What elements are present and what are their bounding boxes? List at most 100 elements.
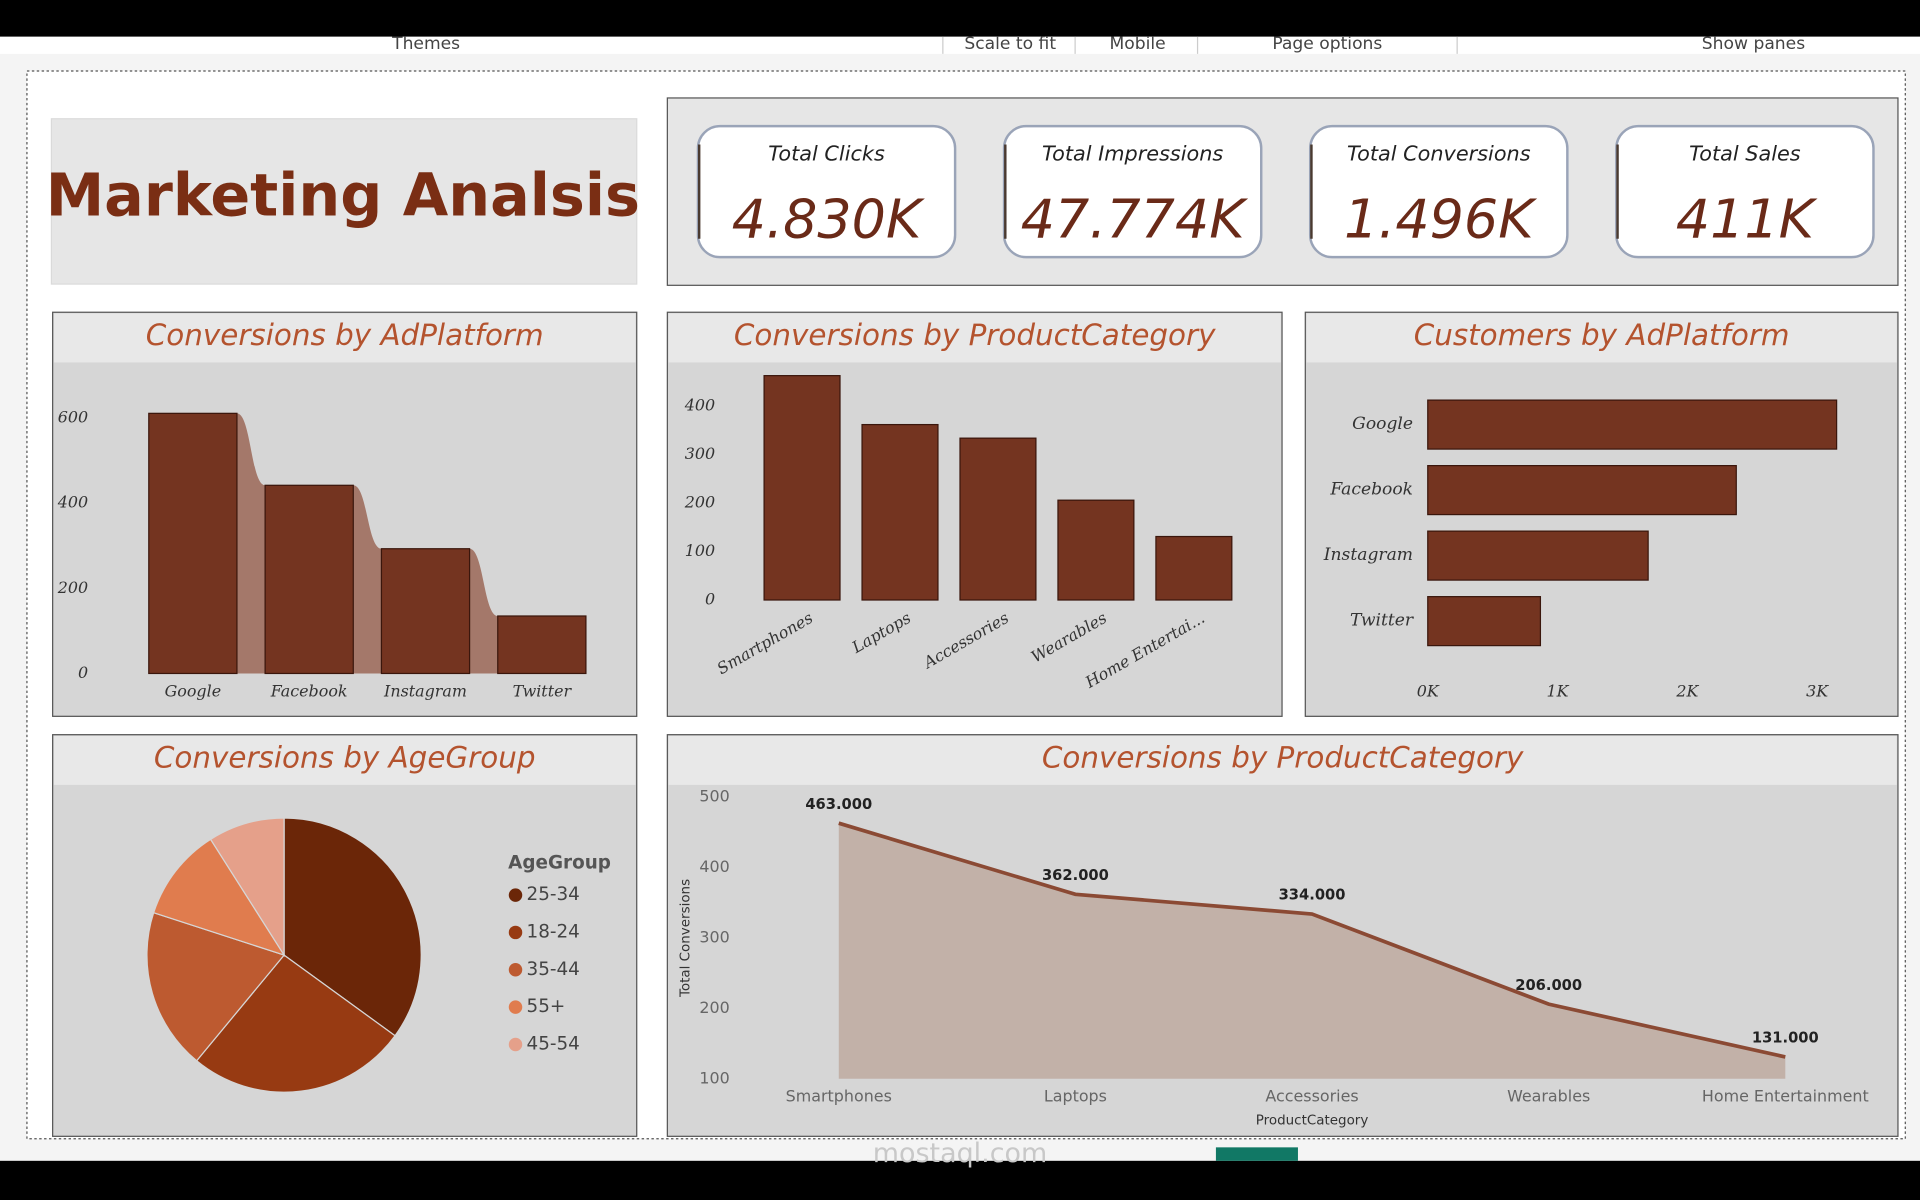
bar <box>380 548 471 675</box>
toolbar-item: Themes <box>391 34 460 54</box>
legend-swatch <box>508 1037 523 1052</box>
dashboard-title: Marketing Analsis <box>46 161 640 230</box>
y-tick-label: 100 <box>699 1068 729 1087</box>
y-tick-label: 200 <box>684 493 715 512</box>
y-tick-label: 0 <box>705 590 715 609</box>
chart-header <box>53 735 636 785</box>
legend-title: AgeGroup <box>508 852 611 873</box>
x-tick-label: Wearables <box>1507 1087 1590 1106</box>
chart-header <box>668 313 1281 363</box>
x-tick-label: Home Entertainment <box>1702 1087 1869 1106</box>
x-tick-label: 0K <box>1417 681 1440 700</box>
ribbon <box>353 485 382 674</box>
chart-header <box>668 735 1897 785</box>
y-tick-label: 400 <box>57 493 88 512</box>
toolbar-item: Page options <box>1272 34 1382 54</box>
kpi-label: Total Clicks <box>768 141 885 165</box>
bar <box>1155 535 1233 601</box>
legend-label: 45-54 <box>527 1033 580 1054</box>
toolbar-item: Show panes <box>1702 34 1805 54</box>
y-tick-label: 100 <box>685 541 715 560</box>
legend-label: 25-34 <box>527 884 580 905</box>
toolbar-item: Mobile <box>1109 34 1165 54</box>
y-tick-label: 500 <box>699 787 729 806</box>
x-tick-label: Instagram <box>383 681 467 700</box>
title-card <box>50 118 638 285</box>
kpi-value: 411K <box>1676 187 1818 250</box>
kpi-label: Total Impressions <box>1042 141 1223 165</box>
area-fill <box>838 823 1786 1079</box>
bar <box>1057 499 1135 601</box>
legend-swatch <box>508 888 523 902</box>
x-tick-label: Smartphones <box>786 1087 892 1106</box>
data-label: 131.000 <box>1752 1030 1819 1047</box>
bar <box>264 484 354 675</box>
chart-header <box>53 313 636 363</box>
pie-slice <box>152 838 286 957</box>
y-tick-label: Facebook <box>1329 480 1413 500</box>
legend-label: 18-24 <box>527 921 580 942</box>
x-tick-label: Laptops <box>1044 1087 1107 1106</box>
legend-swatch <box>508 1000 523 1014</box>
bar <box>1427 596 1542 647</box>
y-tick-label: 0 <box>78 663 88 682</box>
status-tab <box>1215 1147 1298 1161</box>
watermark: mostaql.com <box>873 1138 1047 1169</box>
pie-slice <box>195 954 396 1093</box>
bar <box>763 375 841 601</box>
y-axis-title: Total Conversions <box>679 879 694 998</box>
y-tick-label: Instagram <box>1323 545 1413 565</box>
legend-swatch <box>508 963 523 977</box>
ribbon <box>469 548 498 674</box>
data-label: 206.000 <box>1515 977 1582 994</box>
y-tick-label: 200 <box>699 998 729 1017</box>
bar <box>1427 465 1737 516</box>
x-tick-label: Google <box>165 681 222 700</box>
x-tick-label: 2K <box>1675 681 1699 700</box>
y-tick-label: 200 <box>57 578 88 597</box>
x-tick-label: Twitter <box>513 681 573 700</box>
kpi-label: Total Conversions <box>1347 141 1531 165</box>
kpi-label: Total Sales <box>1689 141 1801 165</box>
legend-label: 55+ <box>527 996 566 1017</box>
data-label: 463.000 <box>805 796 872 813</box>
chart-title: Conversions by AgeGroup <box>154 741 536 775</box>
kpi-value: 1.496K <box>1344 187 1537 250</box>
bar <box>1427 399 1838 450</box>
chart-title: Conversions by AdPlatform <box>146 318 544 352</box>
bar <box>148 412 238 675</box>
pie-slice <box>209 817 285 958</box>
toolbar <box>0 36 1920 54</box>
chart-title: Conversions by ProductCategory <box>734 318 1216 352</box>
y-tick-label: Twitter <box>1350 611 1415 631</box>
toolbar-item: Scale to fit <box>964 34 1056 54</box>
y-tick-label: 400 <box>699 857 729 876</box>
kpi-value: 47.774K <box>1021 187 1248 250</box>
legend-label: 35-44 <box>527 959 580 980</box>
area-line <box>838 821 1786 1059</box>
chart-title: Customers by AdPlatform <box>1414 318 1790 352</box>
y-tick-label: 600 <box>58 408 88 427</box>
x-tick-label: 3K <box>1806 681 1829 700</box>
bar <box>959 437 1037 601</box>
bar <box>1427 530 1649 581</box>
bar <box>497 615 587 675</box>
x-tick-label: Facebook <box>270 681 348 700</box>
pie-slice <box>283 817 422 1037</box>
y-tick-label: 300 <box>685 444 715 463</box>
chart-header <box>1306 313 1897 363</box>
y-tick-label: 400 <box>684 396 715 415</box>
data-label: 334.000 <box>1279 887 1346 904</box>
x-axis-title: ProductCategory <box>1256 1113 1369 1128</box>
ribbon <box>236 413 266 674</box>
legend-swatch <box>508 925 523 940</box>
x-tick-label: Accessories <box>1265 1087 1358 1106</box>
x-tick-label: 1K <box>1547 681 1570 700</box>
data-label: 362.000 <box>1042 867 1109 884</box>
y-tick-label: 300 <box>699 927 729 946</box>
bar <box>861 423 939 601</box>
y-tick-label: Google <box>1352 414 1413 434</box>
kpi-value: 4.830K <box>732 187 925 250</box>
